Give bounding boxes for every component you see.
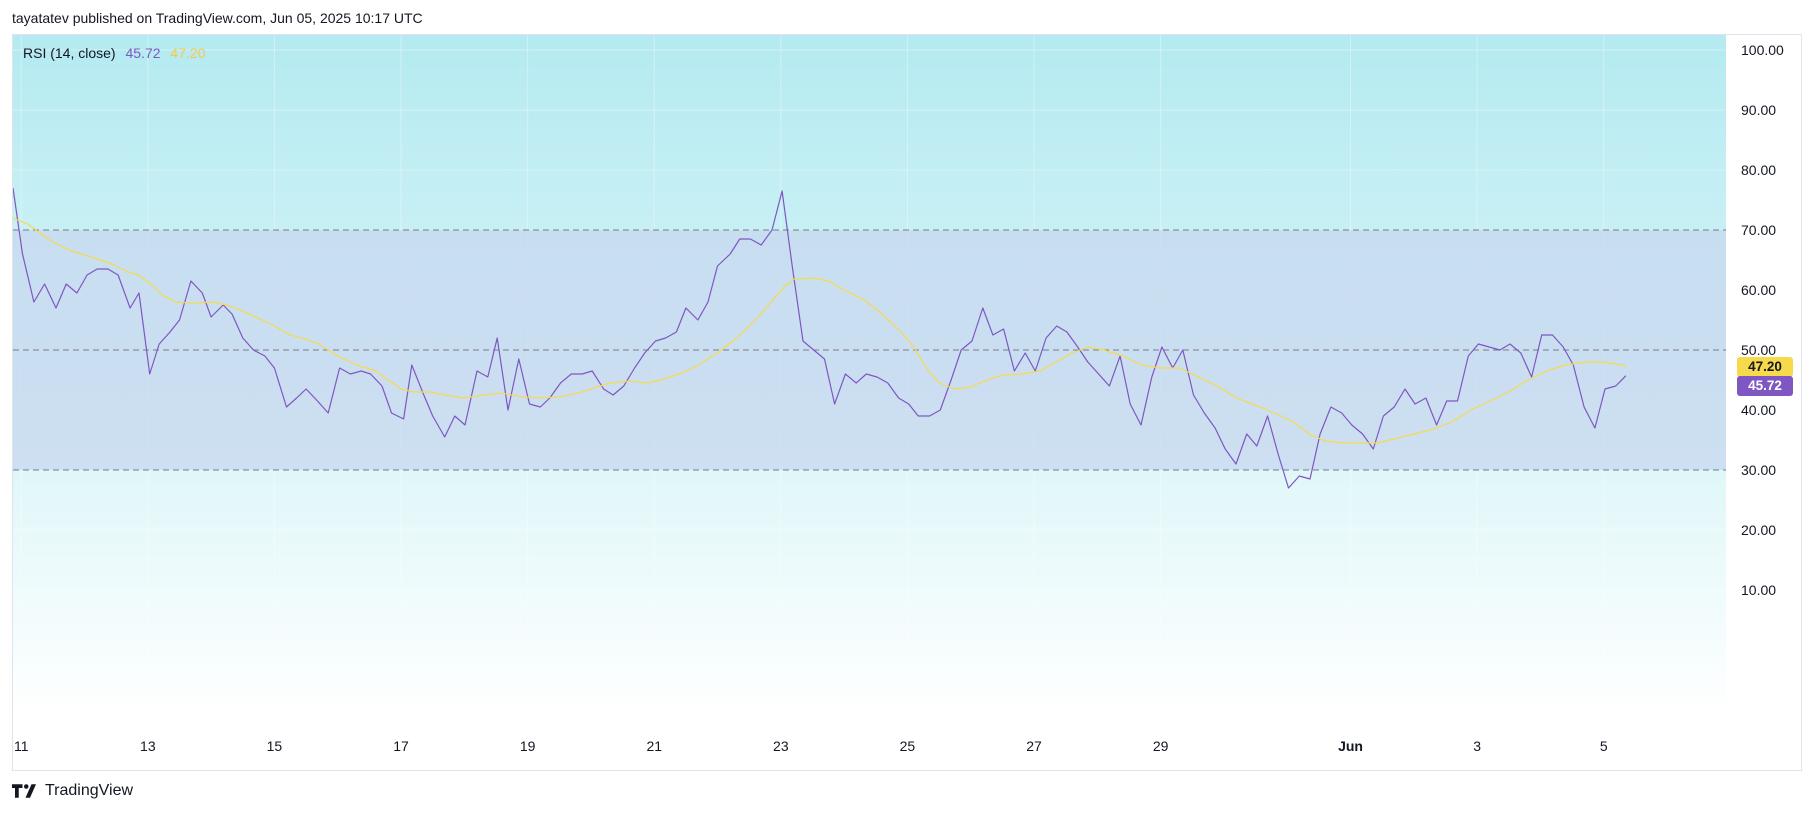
brand-name: TradingView bbox=[45, 782, 134, 799]
x-tick-label: 13 bbox=[140, 738, 156, 754]
x-tick-label: 23 bbox=[773, 738, 789, 754]
y-tick-label: 50.00 bbox=[1741, 342, 1776, 358]
tradingview-branding[interactable]: TradingView bbox=[12, 782, 133, 800]
rsi-line bbox=[13, 187, 1627, 489]
tradingview-logo-icon bbox=[12, 784, 36, 798]
indicator-legend[interactable]: RSI (14, close) 45.72 47.20 bbox=[23, 45, 211, 61]
y-tick-label: 60.00 bbox=[1741, 282, 1776, 298]
y-tick-label: 40.00 bbox=[1741, 402, 1776, 418]
x-tick-label: 19 bbox=[520, 738, 536, 754]
y-tick-label: 10.00 bbox=[1741, 582, 1776, 598]
y-tick-label: 70.00 bbox=[1741, 222, 1776, 238]
y-tick-label: 90.00 bbox=[1741, 102, 1776, 118]
rsi-last-value-tag: 45.72 bbox=[1737, 375, 1793, 396]
ma-last-value-tag: 47.20 bbox=[1737, 356, 1793, 377]
y-tick-label: 80.00 bbox=[1741, 162, 1776, 178]
rsi-chart[interactable]: 100.00 90.00 80.00 70.00 60.00 50.00 40.00 30.0… bbox=[12, 34, 1802, 771]
x-tick-label: 15 bbox=[267, 738, 283, 754]
rsi-band bbox=[13, 230, 1726, 470]
rsi-value: 45.72 bbox=[125, 45, 161, 61]
ma-value: 47.20 bbox=[170, 45, 206, 61]
y-tick-label: 100.00 bbox=[1741, 42, 1784, 58]
x-tick-label: 3 bbox=[1473, 738, 1481, 754]
rsi-ma-line bbox=[13, 217, 1627, 444]
x-tick-label: 5 bbox=[1600, 738, 1608, 754]
x-tick-label: 27 bbox=[1026, 738, 1042, 754]
y-tick-label: 30.00 bbox=[1741, 462, 1776, 478]
publish-header: tayatatev published on TradingView.com, … bbox=[12, 10, 423, 26]
rsi-chart-svg[interactable]: 100.00 90.00 80.00 70.00 60.00 50.00 40.00 30.0… bbox=[13, 35, 1801, 770]
x-tick-label: 29 bbox=[1153, 738, 1169, 754]
x-tick-label: 21 bbox=[646, 738, 662, 754]
indicator-name: RSI (14, close) bbox=[23, 45, 116, 61]
x-tick-label: 17 bbox=[393, 738, 409, 754]
x-tick-label: 25 bbox=[900, 738, 916, 754]
x-tick-label: 11 bbox=[14, 738, 29, 754]
y-tick-label: 20.00 bbox=[1741, 522, 1776, 538]
x-tick-label: Jun bbox=[1338, 738, 1363, 754]
